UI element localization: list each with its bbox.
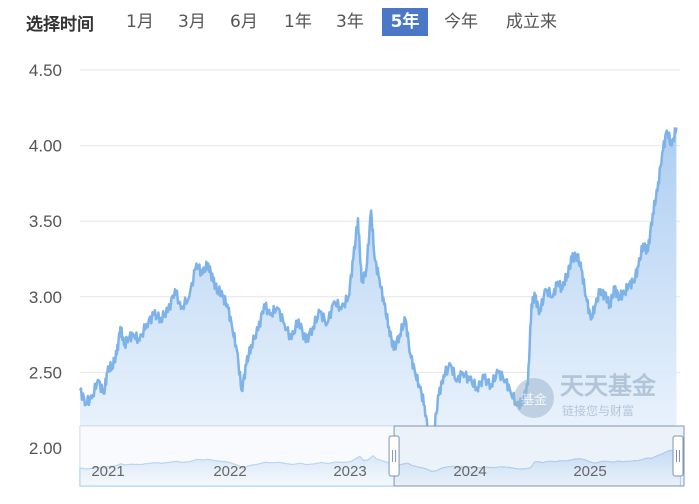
y-tick-label: 4.00	[29, 137, 62, 156]
range-selector-label: 选择时间	[26, 15, 94, 35]
range-option-6m[interactable]: 6月	[230, 12, 258, 32]
series-area	[80, 127, 677, 448]
y-axis-ticks: 2.00 2.50 3.00 3.50 4.00 4.50	[29, 61, 62, 458]
range-option-5y[interactable]: 5年	[382, 8, 428, 36]
y-tick-label: 2.50	[29, 363, 62, 382]
watermark-slogan: 链接您与财富	[562, 403, 634, 418]
navigator-year-label: 2022	[213, 463, 246, 480]
navigator-right-handle[interactable]	[672, 435, 684, 477]
range-option-since-inception[interactable]: 成立来	[506, 12, 557, 32]
y-tick-label: 4.50	[29, 61, 62, 80]
navigator-year-label: 2021	[91, 463, 124, 480]
range-selector: 选择时间 1月 3月 6月 1年 3年 5年 今年 成立来	[0, 0, 699, 44]
navigator-handle-grips	[392, 450, 680, 462]
navigator-year-label: 2024	[453, 463, 486, 480]
navigator-unselected-mask	[80, 426, 395, 486]
watermark-badge: 基金	[521, 392, 547, 408]
y-tick-label: 2.00	[29, 439, 62, 458]
navigator-year-labels: 2021 2022 2023 2024 2025	[91, 463, 606, 480]
navigator: 2021 2022 2023 2024 2025	[79, 425, 685, 487]
range-option-3m[interactable]: 3月	[178, 12, 206, 32]
watermark-brand: 天天基金	[560, 372, 657, 400]
range-option-3y[interactable]: 3年	[336, 12, 364, 32]
navigator-year-label: 2025	[573, 463, 606, 480]
range-option-1m[interactable]: 1月	[126, 12, 154, 32]
range-option-ytd[interactable]: 今年	[444, 12, 478, 32]
navigator-year-label: 2023	[333, 463, 366, 480]
series-line	[78, 127, 678, 442]
navigator-selection[interactable]	[393, 425, 685, 487]
y-tick-label: 3.50	[29, 212, 62, 231]
watermark: 基金 天天基金 链接您与财富	[514, 372, 657, 418]
range-option-1y[interactable]: 1年	[284, 12, 312, 32]
navigator-left-handle[interactable]	[388, 435, 400, 477]
y-tick-label: 3.00	[29, 288, 62, 307]
